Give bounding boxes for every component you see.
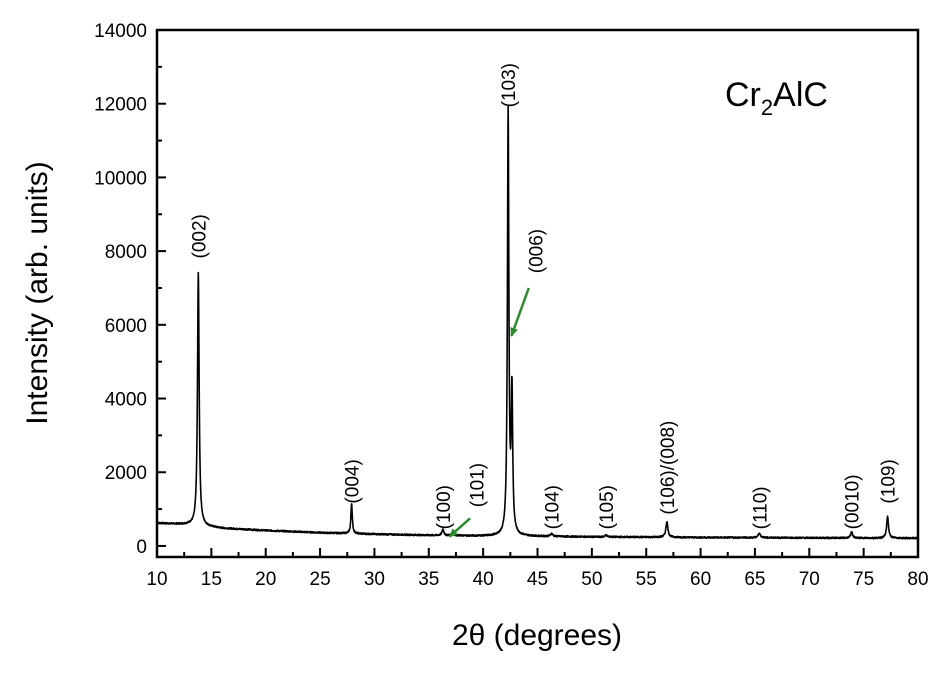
peak-label: (002) <box>189 214 210 258</box>
peak-label: (004) <box>343 459 364 503</box>
x-tick-label: 80 <box>907 569 928 590</box>
y-tick-label: 2000 <box>105 463 147 484</box>
peak-label: (100) <box>434 485 455 529</box>
x-tick-label: 30 <box>364 569 385 590</box>
x-tick-label: 45 <box>527 569 548 590</box>
x-tick-label: 20 <box>255 569 276 590</box>
x-ticks-group: 10 15 20 25 30 35 40 45 50 55 60 65 70 75 80 <box>146 548 929 590</box>
y-axis-title: Intensity (arb. units) <box>21 161 54 424</box>
xrd-pattern-line <box>156 105 919 540</box>
x-tick-label: 75 <box>853 569 874 590</box>
peak-labels-group: (002) (004) (100) (101) (103) (006) (104) (105)… <box>189 63 899 529</box>
data-series-group <box>156 105 919 540</box>
peak-label: (104) <box>543 485 564 529</box>
y-tick-label: 8000 <box>105 242 147 263</box>
x-tick-label: 65 <box>744 569 765 590</box>
inset-label-main: Cr <box>725 76 761 114</box>
arrow-group <box>448 287 530 538</box>
peak-arrow <box>510 287 530 337</box>
peak-label: (103) <box>499 63 520 107</box>
x-tick-label: 70 <box>799 569 820 590</box>
peak-label: (0010) <box>843 474 864 529</box>
peak-label: (101) <box>468 463 489 507</box>
peak-arrow <box>448 517 471 538</box>
x-tick-label: 25 <box>310 569 331 590</box>
x-tick-label: 15 <box>201 569 222 590</box>
x-tick-label: 10 <box>146 569 167 590</box>
peak-label: (006) <box>526 229 547 273</box>
x-tick-label: 40 <box>473 569 494 590</box>
inset-label-rest: AlC <box>773 76 828 114</box>
x-tick-label: 60 <box>690 569 711 590</box>
y-tick-label: 12000 <box>94 95 147 116</box>
x-tick-label: 50 <box>581 569 602 590</box>
y-ticks-group: 0 2000 4000 6000 8000 10000 12000 14000 <box>94 21 166 558</box>
peak-label: (109) <box>879 459 900 503</box>
y-tick-label: 10000 <box>94 168 147 189</box>
inset-compound-label: Cr2AlC <box>725 76 828 120</box>
inset-label-subscript: 2 <box>761 95 773 120</box>
peak-label: (110) <box>750 486 771 529</box>
x-tick-label: 55 <box>636 569 657 590</box>
y-tick-label: 14000 <box>94 21 147 42</box>
x-axis-title: 2θ (degrees) <box>452 619 622 652</box>
y-tick-label: 4000 <box>105 390 147 411</box>
peak-label: (106)/(008) <box>658 421 679 515</box>
y-tick-label: 0 <box>136 537 147 558</box>
x-tick-label: 35 <box>418 569 439 590</box>
peak-label: (105) <box>597 485 618 529</box>
y-tick-label: 6000 <box>105 316 147 337</box>
